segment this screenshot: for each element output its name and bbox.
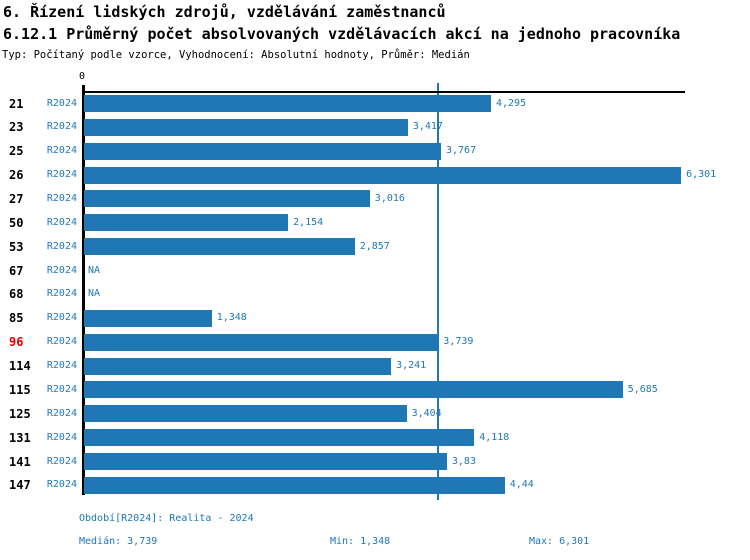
report-section-title: 6. Řízení lidských zdrojů, vzdělávání za…	[3, 3, 446, 21]
bar-value-label: 3,739	[443, 336, 474, 348]
chart-row: 26 R2024 6,301	[0, 163, 750, 187]
row-period-label: R2024	[46, 240, 77, 252]
chart-row: 141 R2024 3,83	[0, 450, 750, 474]
row-category-label: 27	[9, 191, 24, 206]
y-axis-line	[82, 85, 85, 495]
bar	[84, 476, 505, 494]
row-period-label: R2024	[46, 216, 77, 228]
x-axis-line	[82, 91, 685, 93]
row-category-label: 85	[9, 311, 24, 326]
chart-row: 27 R2024 3,016	[0, 187, 750, 211]
bar	[84, 95, 491, 112]
min-stat: Min: 1,348	[330, 536, 391, 547]
bar-value-label: 4,118	[479, 431, 510, 443]
bar-value-label: 3,83	[451, 455, 476, 467]
row-period-label: R2024	[46, 455, 77, 467]
row-period-label: R2024	[46, 431, 77, 443]
row-period-label: R2024	[46, 121, 77, 133]
row-category-label: 23	[9, 120, 24, 135]
chart-row: 68 R2024 NA	[0, 282, 750, 306]
row-category-label: 131	[9, 430, 31, 445]
bar	[84, 381, 623, 399]
row-category-label: 67	[9, 263, 24, 278]
chart-row: 23 R2024 3,417	[0, 115, 750, 139]
bar	[84, 309, 212, 327]
bar-value-label: 4,295	[496, 97, 527, 109]
chart-row: 125 R2024 3,404	[0, 402, 750, 426]
bar	[84, 453, 447, 471]
bar-value-label: 3,404	[411, 407, 442, 419]
bar	[84, 166, 682, 184]
row-period-label: R2024	[46, 407, 77, 419]
chart-row: 67 R2024 NA	[0, 259, 750, 283]
indicator-subtitle: Typ: Počítaný podle vzorce, Vyhodnocení:…	[2, 49, 470, 61]
x-axis-zero-tick-label: 0	[78, 71, 86, 82]
row-period-label: R2024	[46, 169, 77, 181]
chart-row: 25 R2024 3,767	[0, 139, 750, 163]
row-period-label: R2024	[46, 383, 77, 395]
row-category-label: 141	[9, 454, 31, 469]
bar-value-label: 3,417	[412, 121, 443, 133]
bar	[84, 405, 407, 423]
bar	[84, 333, 439, 351]
bar	[84, 214, 289, 232]
row-category-label: 114	[9, 359, 31, 374]
bar-value-label: 2,857	[359, 240, 390, 252]
median-stat: Medián: 3,739	[79, 536, 158, 547]
row-period-label: R2024	[46, 97, 77, 109]
bar	[84, 142, 441, 160]
row-category-label: 96	[9, 335, 24, 350]
bar-value-label: 6,301	[686, 169, 717, 181]
row-category-label: 147	[9, 478, 31, 493]
chart-row: 131 R2024 4,118	[0, 426, 750, 450]
chart-row: 115 R2024 5,685	[0, 378, 750, 402]
row-category-label: 50	[9, 215, 24, 230]
row-period-label: R2024	[46, 479, 77, 491]
bar-value-label: 5,685	[627, 383, 658, 395]
bar-value-label: 3,241	[396, 360, 427, 372]
row-period-label: R2024	[46, 288, 77, 300]
row-category-label: 68	[9, 287, 24, 302]
chart-row: 50 R2024 2,154	[0, 211, 750, 235]
row-period-label: R2024	[46, 264, 77, 276]
indicator-title: 6.12.1 Průměrný počet absolvovaných vzdě…	[3, 25, 681, 43]
chart-row: 147 R2024 4,44	[0, 473, 750, 497]
chart-row: 96 R2024 3,739	[0, 330, 750, 354]
row-period-label: R2024	[46, 192, 77, 204]
row-period-label: R2024	[46, 145, 77, 157]
max-stat: Max: 6,301	[529, 536, 590, 547]
row-period-label: R2024	[46, 312, 77, 324]
bar-value-label: 2,154	[293, 216, 324, 228]
row-category-label: 53	[9, 239, 24, 254]
period-legend: Období[R2024]: Realita - 2024	[79, 513, 254, 524]
chart-row: 114 R2024 3,241	[0, 354, 750, 378]
row-period-label: R2024	[46, 336, 77, 348]
bar	[84, 190, 370, 208]
bar-value-label: 3,767	[446, 145, 477, 157]
bar-value-label: 4,44	[509, 479, 534, 491]
chart-row: 85 R2024 1,348	[0, 306, 750, 330]
bar-value-label: 3,016	[374, 192, 405, 204]
row-category-label: 21	[9, 96, 24, 111]
bar-value-label: 1,348	[216, 312, 247, 324]
bar	[84, 238, 355, 256]
bar	[84, 357, 392, 375]
row-category-label: 125	[9, 406, 31, 421]
row-category-label: 25	[9, 144, 24, 159]
bar	[84, 429, 475, 447]
median-reference-line	[437, 83, 439, 500]
row-category-label: 115	[9, 382, 31, 397]
chart-row: 53 R2024 2,857	[0, 235, 750, 259]
row-period-label: R2024	[46, 360, 77, 372]
chart-row: 21 R2024 4,295	[0, 92, 750, 116]
bar	[84, 118, 408, 136]
bar-value-label: NA	[88, 264, 101, 276]
row-category-label: 26	[9, 168, 24, 183]
bar-value-label: NA	[88, 288, 101, 300]
